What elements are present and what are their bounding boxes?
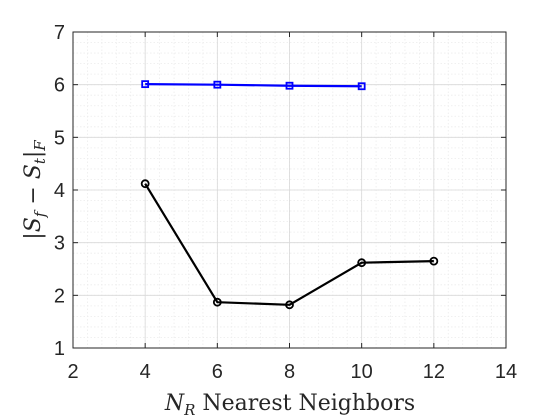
data-point-square [285, 81, 294, 90]
data-point-circle [212, 297, 222, 307]
data-point-circle [285, 300, 294, 310]
y-tick-label: 3 [54, 233, 65, 255]
series-layer [140, 80, 439, 310]
x-tick-label: 10 [351, 361, 373, 383]
x-tick-label: 14 [495, 361, 517, 383]
y-tick-label: 1 [54, 338, 65, 360]
data-point-circle [140, 179, 150, 189]
y-tick-label: 4 [54, 180, 65, 202]
y-axis-label-sub: f [31, 209, 49, 218]
x-tick-label: 2 [67, 361, 78, 383]
axis-ticks [72, 31, 507, 349]
y-tick-label: 7 [54, 22, 65, 44]
y-axis-label-part: − S [21, 164, 46, 212]
x-tick-label: 8 [284, 361, 295, 383]
y-axis-label-part: | [21, 151, 46, 158]
x-axis-label: NR Nearest Neighbors [164, 391, 415, 419]
data-point-square [213, 80, 222, 89]
data-point-circle [429, 256, 439, 266]
x-axis-label-text: Nearest Neighbors [195, 391, 415, 416]
y-axis-label-sub: t [31, 157, 49, 164]
x-tick-label: 12 [423, 361, 445, 383]
data-point-square [357, 82, 366, 91]
y-axis-label-sub: F [31, 140, 49, 152]
x-tick-label: 4 [140, 361, 151, 383]
y-tick-label: 5 [54, 127, 65, 149]
y-axis-label: |Sf − St|F [21, 140, 49, 240]
series-1 [141, 80, 366, 91]
y-tick-label: 6 [54, 75, 65, 97]
x-axis-label-math: N [164, 391, 185, 416]
series-line [145, 83, 362, 88]
series-2 [140, 179, 439, 310]
series-line [144, 183, 434, 306]
data-point-circle [357, 258, 367, 268]
y-axis-label-part: |S [21, 217, 46, 239]
data-point-square [141, 80, 150, 89]
x-axis-label-subscript: R [183, 401, 195, 419]
y-tick-label: 2 [54, 285, 65, 307]
x-tick-label: 6 [212, 361, 223, 383]
